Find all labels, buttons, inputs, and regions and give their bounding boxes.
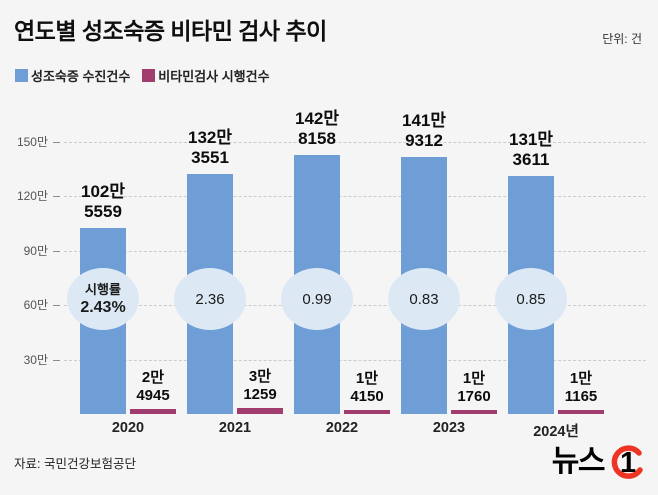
legend-swatch-primary xyxy=(15,69,28,82)
source-text: 자료: 국민건강보험공단 xyxy=(14,457,136,471)
bar-primary-value: 131만 3611 xyxy=(508,130,553,169)
rate-bubble-value: 2.36 xyxy=(195,290,225,308)
gridline xyxy=(64,142,646,143)
legend-label-primary: 성조숙증 수진건수 xyxy=(31,69,131,84)
rate-bubble-value: 0.99 xyxy=(302,290,332,308)
rate-bubble: 0.99 xyxy=(281,268,353,330)
bar-primary-value: 132만 3551 xyxy=(187,128,232,167)
gridline xyxy=(64,360,646,361)
rate-bubble-value: 0.85 xyxy=(516,290,546,308)
gridline xyxy=(64,251,646,252)
logo-swoosh-icon xyxy=(611,445,643,479)
bar-secondary-value: 3만 1259 xyxy=(243,368,277,403)
rate-bubble-value: 2.43% xyxy=(80,299,126,316)
y-axis-tick xyxy=(53,142,60,143)
rate-bubble-label: 시행률 xyxy=(85,282,121,297)
bar-secondary-value: 1만 1760 xyxy=(457,370,491,405)
page-title: 연도별 성조숙증 비타민 검사 추이 xyxy=(14,18,327,44)
x-axis-label: 2021 xyxy=(218,420,252,436)
rate-bubble-value: 0.83 xyxy=(409,290,439,308)
x-axis-label: 2023 xyxy=(432,420,466,436)
y-axis-tick xyxy=(53,251,60,252)
logo-text: 뉴스 xyxy=(551,445,606,478)
y-axis-tick xyxy=(53,196,60,197)
bar-secondary xyxy=(344,410,390,414)
y-axis-tick xyxy=(53,360,60,361)
bar-secondary xyxy=(451,410,497,414)
x-axis-label: 2020 xyxy=(111,420,145,436)
rate-bubble: 0.83 xyxy=(388,268,460,330)
bar-secondary-value: 2만 4945 xyxy=(136,369,170,404)
gridline xyxy=(64,305,646,306)
bar-secondary xyxy=(130,409,176,414)
x-axis-label: 2024년 xyxy=(533,424,579,440)
news1-logo: 뉴스 1 xyxy=(552,441,646,485)
rate-bubble: 0.85 xyxy=(495,268,567,330)
bar-primary-value: 102만 5559 xyxy=(80,182,125,221)
bar-secondary xyxy=(237,408,283,414)
rate-bubble: 시행률 2.43% xyxy=(67,268,139,330)
y-axis-label: 30만 xyxy=(23,353,48,367)
bar-secondary-value: 1만 1165 xyxy=(564,370,598,405)
bar-primary-value: 141만 9312 xyxy=(401,111,446,150)
gridline xyxy=(64,196,646,197)
x-axis-label: 2022 xyxy=(325,420,359,436)
y-axis-label: 60만 xyxy=(23,298,48,312)
unit-label: 단위: 건 xyxy=(602,32,642,46)
logo-digit-wrap: 1 xyxy=(606,441,646,485)
y-axis-label: 150만 xyxy=(16,135,48,149)
legend-swatch-secondary xyxy=(142,69,156,82)
y-axis-label: 120만 xyxy=(16,189,48,203)
bar-secondary xyxy=(558,410,604,414)
legend: 성조숙증 수진건수 비타민검사 시행건수 xyxy=(15,66,270,85)
bar-secondary-value: 1만 4150 xyxy=(350,370,384,405)
y-axis-label: 90만 xyxy=(23,244,48,258)
rate-bubble: 2.36 xyxy=(174,268,246,330)
legend-label-secondary: 비타민검사 시행건수 xyxy=(158,69,270,84)
logo-digit: 1 xyxy=(620,447,637,479)
bar-primary-value: 142만 8158 xyxy=(294,109,339,148)
y-axis-tick xyxy=(53,305,60,306)
